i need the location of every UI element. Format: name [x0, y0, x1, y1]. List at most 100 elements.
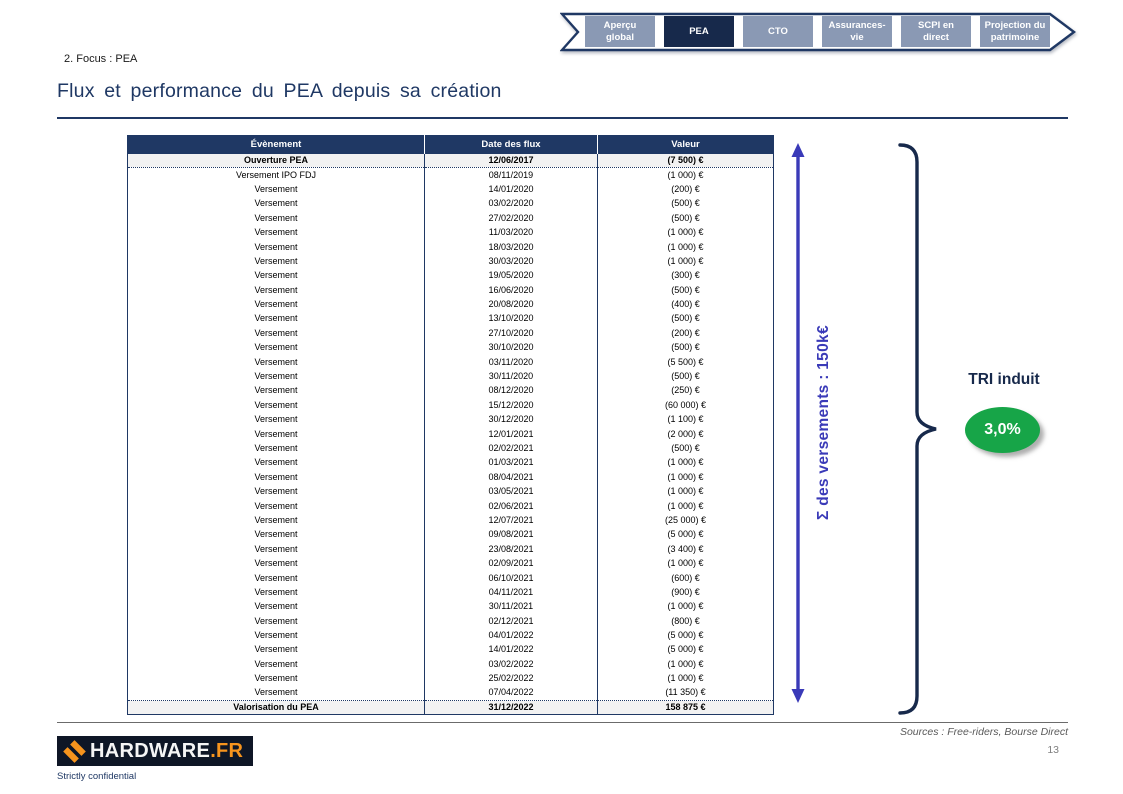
flux-table: Évènement Date des flux Valeur Ouverture P…: [127, 135, 774, 716]
cell-event: Versement: [254, 457, 298, 468]
table-row: Versement 16/06/2020 (500) €: [128, 283, 774, 298]
table-row: Versement 27/02/2020 (500) €: [128, 211, 774, 226]
cell-event: Versement: [254, 212, 298, 223]
cell-date: 30/11/2020: [424, 369, 598, 384]
table-row: Versement 14/01/2022 (5 000) €: [128, 642, 774, 658]
cell-value: (800) €: [597, 614, 774, 629]
cell-event: Versement: [254, 342, 298, 353]
tab-scpi-en-direct[interactable]: SCPI en direct: [901, 16, 971, 47]
cell-event: Versement: [254, 284, 298, 295]
page-number: 13: [1047, 744, 1059, 756]
cell-value: (600) €: [597, 570, 774, 586]
cell-event: Versement: [254, 399, 298, 410]
cell-value: (5 000) €: [597, 642, 774, 658]
table-row: Versement 02/06/2021 (1 000) €: [128, 498, 774, 514]
table-row: Ouverture PEA 12/06/2017 (7 500) €: [127, 152, 774, 169]
cell-value: (1 000) €: [597, 599, 774, 614]
cell-value: (7 500) €: [597, 152, 774, 169]
cell-value: (900) €: [597, 585, 774, 600]
cell-date: 11/03/2020: [424, 225, 598, 240]
table-row: Versement 04/11/2021 (900) €: [128, 585, 774, 600]
table-row: Versement IPO FDJ 08/11/2019 (1 000) €: [128, 167, 774, 183]
cell-value: (1 000) €: [597, 254, 774, 269]
cell-value: (2 000) €: [597, 426, 774, 442]
table-row: Versement 27/10/2020 (200) €: [128, 326, 774, 341]
cell-value: (1 000) €: [597, 455, 774, 471]
cell-value: (500) €: [597, 196, 774, 212]
table-row: Versement 12/01/2021 (2 000) €: [128, 426, 774, 442]
cell-date: 12/07/2021: [424, 513, 598, 528]
cell-date: 02/12/2021: [424, 614, 598, 629]
cell-date: 02/06/2021: [424, 498, 598, 514]
table-row: Versement 08/04/2021 (1 000) €: [128, 470, 774, 485]
table-row: Versement 03/05/2021 (1 000) €: [128, 484, 774, 499]
cell-event: Versement: [254, 471, 298, 482]
hardware-fr-logo-icon: [63, 739, 86, 763]
table-row: Versement 19/05/2020 (300) €: [128, 268, 774, 284]
tab-aper-u-global[interactable]: Aperçu global: [585, 16, 655, 47]
cell-date: 12/01/2021: [424, 426, 598, 442]
cell-value: (1 000) €: [597, 484, 774, 499]
table-row: Versement 18/03/2020 (1 000) €: [128, 239, 774, 255]
cell-event: Valorisation du PEA: [127, 699, 425, 716]
cell-date: 04/01/2022: [424, 628, 598, 643]
tri-induit-label: TRI induit: [968, 371, 1040, 388]
cell-event: Versement: [254, 615, 298, 626]
section-label: 2. Focus : PEA: [64, 53, 138, 65]
cell-date: 08/04/2021: [424, 470, 598, 485]
cell-event: Versement: [254, 183, 298, 194]
table-row: Versement 02/12/2021 (800) €: [128, 614, 774, 629]
cell-value: (300) €: [597, 268, 774, 284]
tab-cto[interactable]: CTO: [743, 16, 813, 47]
cell-date: 30/12/2020: [424, 412, 598, 427]
table-row: Versement 30/03/2020 (1 000) €: [128, 254, 774, 269]
cell-event: Versement: [254, 601, 298, 612]
cell-value: (500) €: [597, 283, 774, 298]
cell-date: 20/08/2020: [424, 297, 598, 312]
cell-date: 18/03/2020: [424, 239, 598, 255]
cell-date: 27/10/2020: [424, 326, 598, 341]
hardware-fr-logo: HARDWARE.FR: [57, 736, 254, 766]
cell-value: (1 100) €: [597, 412, 774, 427]
cell-event: Versement: [254, 313, 298, 324]
cell-date: 30/03/2020: [424, 254, 598, 269]
table-row: Versement 03/11/2020 (5 500) €: [128, 354, 774, 370]
tab-pea[interactable]: PEA: [664, 16, 734, 47]
cell-date: 02/09/2021: [424, 556, 598, 571]
cell-date: 14/01/2022: [424, 642, 598, 658]
cell-event: Versement: [254, 486, 298, 497]
cell-value: (1 000) €: [597, 239, 774, 255]
cell-value: (25 000) €: [597, 513, 774, 528]
table-row: Versement 09/08/2021 (5 000) €: [128, 527, 774, 543]
cell-event: Versement: [254, 687, 298, 698]
table-row: Versement 14/01/2020 (200) €: [128, 182, 774, 197]
cell-date: 30/11/2021: [424, 599, 598, 614]
cell-value: (5 000) €: [597, 628, 774, 643]
cell-event: Versement: [254, 644, 298, 655]
cell-event: Versement: [254, 385, 298, 396]
cell-date: 31/12/2022: [424, 699, 598, 716]
tab-projection-du-patrimoine[interactable]: Projection du patrimoine: [980, 16, 1050, 47]
logo-text: HARDWARE.FR: [90, 740, 244, 762]
cell-value: (1 000) €: [597, 556, 774, 571]
cell-value: (500) €: [597, 340, 774, 355]
table-row: Valorisation du PEA 31/12/2022 158 875 €: [127, 699, 774, 716]
cell-date: 12/06/2017: [424, 152, 598, 169]
cell-event: Versement: [254, 327, 298, 338]
tab-assurances-vie[interactable]: Assurances- vie: [822, 16, 892, 47]
tri-value-badge: 3,0%: [965, 407, 1040, 453]
table-row: Versement 11/03/2020 (1 000) €: [128, 225, 774, 240]
table-row: Versement 13/10/2020 (500) €: [128, 311, 774, 327]
cell-value: (1 000) €: [597, 657, 774, 672]
cell-value: (200) €: [597, 182, 774, 197]
cell-value: (5 500) €: [597, 354, 774, 370]
footer-rule: [57, 722, 1068, 723]
cell-value: (3 400) €: [597, 542, 774, 557]
sum-arrow: [791, 143, 805, 703]
column-header: Valeur: [597, 135, 774, 154]
cell-event: Versement: [254, 270, 298, 281]
cell-date: 03/02/2022: [424, 657, 598, 672]
title-rule: [57, 117, 1068, 119]
table-row: Versement 30/12/2020 (1 100) €: [128, 412, 774, 427]
cell-value: 158 875 €: [597, 699, 774, 716]
